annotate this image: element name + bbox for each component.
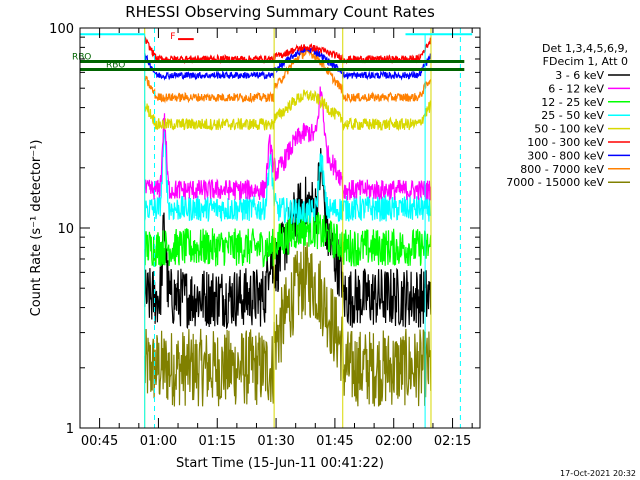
legend-entry-label: 25 - 50 keV (541, 109, 604, 122)
series-line (144, 89, 432, 132)
legend-entry-label: 800 - 7000 keV (520, 163, 604, 176)
legend-entry-label: 6 - 12 keV (548, 82, 604, 95)
x-tick-label: 02:00 (375, 434, 412, 449)
x-tick-label: 01:00 (140, 434, 177, 449)
rbo-flag-label: RBO (106, 61, 125, 71)
legend-header-line-2: FDecim 1, Att 0 (543, 55, 628, 68)
series-line (144, 242, 432, 407)
x-tick-label: 01:45 (316, 434, 353, 449)
legend-entry-label: 300 - 800 keV (527, 149, 604, 162)
footer-date: 17-Oct-2021 20:32 (560, 469, 636, 478)
y-tick-label: 1 (66, 422, 74, 437)
x-tick-label: 02:15 (434, 434, 471, 449)
x-tick-label: 01:15 (199, 434, 236, 449)
series-line (144, 211, 432, 268)
rbo-flag-label: RBO (72, 52, 91, 62)
series-line (144, 128, 432, 225)
x-tick-label: 01:30 (257, 434, 294, 449)
legend-entry-label: 50 - 100 keV (534, 123, 604, 136)
legend-entry-label: 100 - 300 keV (527, 136, 604, 149)
flag-layer: RBO RBO F (72, 28, 473, 428)
legend-entry-label: 7000 - 15000 keV (506, 176, 604, 189)
legend-header-line-1: Det 1,3,4,5,6,9, (542, 42, 628, 55)
x-tick-label: 00:45 (81, 434, 118, 449)
legend-entry-label: 3 - 6 keV (555, 69, 604, 82)
y-tick-label: 10 (57, 222, 74, 237)
y-tick-label: 100 (49, 22, 74, 37)
x-axis-title: Start Time (15-Jun-11 00:41:22) (176, 456, 384, 471)
y-axis-title: Count Rate (s⁻¹ detector⁻¹) (29, 140, 44, 317)
axis-layer: 00:45 01:00 01:15 01:30 01:45 02:00 02:15 1 10 10… (49, 22, 480, 449)
series-line (144, 48, 432, 104)
series-line (144, 86, 432, 201)
legend-entry-label: 12 - 25 keV (541, 96, 604, 109)
chart-title: RHESSI Observing Summary Count Rates (125, 3, 435, 21)
series-layer (144, 35, 432, 407)
flag-char: F (170, 32, 175, 42)
